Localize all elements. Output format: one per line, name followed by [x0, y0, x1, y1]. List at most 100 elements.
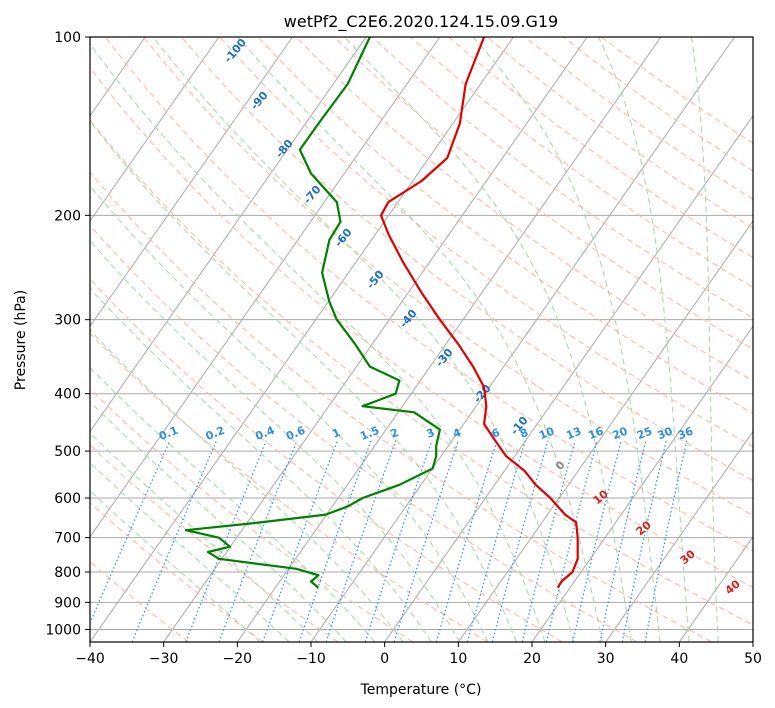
x-tick-label: 0: [380, 651, 389, 667]
mixing-ratio-label: 20: [610, 424, 629, 442]
moist-adiabat-line: [90, 366, 376, 642]
y-tick-label: 500: [54, 444, 81, 460]
isotherm-line: [90, 37, 367, 433]
mixing-ratio-line: [521, 440, 576, 642]
warm-iso-label: 30: [678, 547, 698, 567]
y-tick-label: 300: [54, 313, 81, 329]
moist-adiabat-line: [152, 37, 575, 642]
moist-adiabat-line: [90, 120, 517, 642]
dry-adiabat-line: [90, 332, 488, 642]
moist-adiabat-line: [90, 287, 432, 642]
mixing-ratio-label: 36: [676, 424, 695, 442]
isotherm-line: [384, 114, 753, 642]
mixing-ratio-line: [364, 440, 433, 642]
mixing-ratio-label: 30: [655, 424, 674, 442]
warm-iso-label: 10: [591, 487, 611, 507]
mixing-ratio-line: [90, 440, 171, 625]
dry-adiabat-line: [448, 37, 753, 259]
mixing-ratio-label: 10: [537, 424, 556, 442]
dry-adiabat-line: [90, 67, 753, 588]
x-tick-label: 30: [597, 651, 615, 667]
warm-iso-label: 20: [634, 518, 654, 538]
mixing-ratio-label: 13: [564, 424, 583, 442]
isotherm-line: [0, 37, 72, 642]
cold-iso-label: -90: [248, 89, 271, 113]
temperature-profile-line: [379, 37, 579, 589]
mixing-ratio-line: [545, 440, 598, 642]
x-tick-label: −30: [149, 651, 179, 667]
dewpoint-profile-line: [184, 37, 441, 589]
x-tick-label: 10: [449, 651, 467, 667]
mixing-ratio-label: 1.5: [358, 424, 381, 443]
isotherm-line: [678, 535, 753, 642]
moist-adiabat-line: [90, 329, 404, 642]
dry-adiabat-line: [90, 502, 264, 642]
cold-iso-label: -80: [273, 137, 296, 161]
isotherm-line: [531, 325, 753, 642]
dry-adiabat-line: [90, 119, 753, 626]
isotherm-line: [457, 220, 753, 642]
moist-adiabat-line: [90, 240, 461, 642]
mixing-ratio-line: [572, 440, 622, 642]
mixing-ratio-line: [644, 440, 688, 642]
mixing-ratio-label: 16: [586, 424, 605, 442]
isotherm-line: [310, 37, 735, 642]
mixing-ratio-line: [131, 440, 218, 642]
mixing-ratio-line: [621, 440, 667, 642]
x-tick-label: 50: [744, 651, 762, 667]
cold-iso-label: -30: [433, 346, 456, 370]
dry-adiabat-line: [257, 37, 753, 414]
x-tick-label: −40: [75, 651, 105, 667]
y-tick-label: 600: [54, 491, 81, 507]
background-lines: [0, 37, 753, 642]
dry-adiabat-line: [143, 37, 753, 516]
mixing-ratio-label: 8: [518, 426, 530, 441]
mixing-ratio-label: 25: [635, 424, 654, 442]
moist-adiabat-line: [472, 37, 661, 642]
moist-adiabat-line: [691, 37, 719, 642]
y-tick-label: 800: [54, 565, 81, 581]
x-tick-label: 20: [523, 651, 541, 667]
isotherm-line: [752, 641, 753, 642]
mixing-ratio-label: 2: [389, 426, 401, 441]
mixing-ratio-line: [491, 440, 549, 642]
dry-adiabat-line: [410, 37, 753, 289]
mixing-ratio-line: [393, 440, 459, 642]
moist-adiabat-line: [90, 42, 546, 642]
mixing-ratio-line: [298, 440, 372, 642]
isotherm-line: [90, 37, 220, 222]
dry-adiabat-line: [295, 37, 753, 382]
axes: −40 −30 −20 −10 0 10 20 30 40 5010020030040050060…: [45, 30, 762, 667]
isotherm-line: [163, 37, 588, 642]
chart-title: wetPf2_C2E6.2020.124.15.09.G19: [284, 12, 558, 32]
x-tick-label: −20: [223, 651, 253, 667]
mixing-ratio-line: [599, 440, 647, 642]
moist-adiabat-line: [90, 185, 489, 642]
y-tick-label: 100: [54, 30, 81, 46]
y-axis-label: Pressure (hPa): [13, 290, 29, 390]
mixing-ratio-label: 0.2: [204, 424, 227, 443]
mixing-ratio-line: [466, 440, 526, 642]
mixing-ratio-line: [325, 440, 397, 642]
mixing-ratio-label: 3: [425, 426, 437, 441]
dry-adiabat-line: [90, 278, 563, 642]
dry-adiabat-line: [219, 37, 753, 448]
isotherm-line: [90, 37, 514, 642]
y-tick-label: 700: [54, 531, 81, 547]
mixing-ratio-line: [435, 440, 498, 642]
moist-adiabat-line: [90, 400, 347, 642]
mixing-ratio-label: 0.6: [284, 424, 307, 443]
x-axis-label: Temperature (°C): [360, 682, 482, 698]
mixing-ratio-label: 0.4: [254, 424, 277, 443]
moist-adiabat-line: [598, 37, 690, 642]
cold-iso-label: -50: [364, 268, 387, 292]
isoline-labels: 0.1 0.2 0.4 0.6 1 1.5 2 3 4 6 8 10 13 16 20 25 30 36-100-…: [157, 37, 743, 597]
mixing-ratio-line: [262, 440, 339, 642]
isotherm-line: [90, 37, 293, 328]
mixing-ratio-label: 0.1: [157, 424, 180, 443]
y-tick-label: 400: [54, 387, 81, 403]
moist-adiabat-line: [90, 462, 290, 642]
moist-adiabat-line: [343, 37, 632, 642]
